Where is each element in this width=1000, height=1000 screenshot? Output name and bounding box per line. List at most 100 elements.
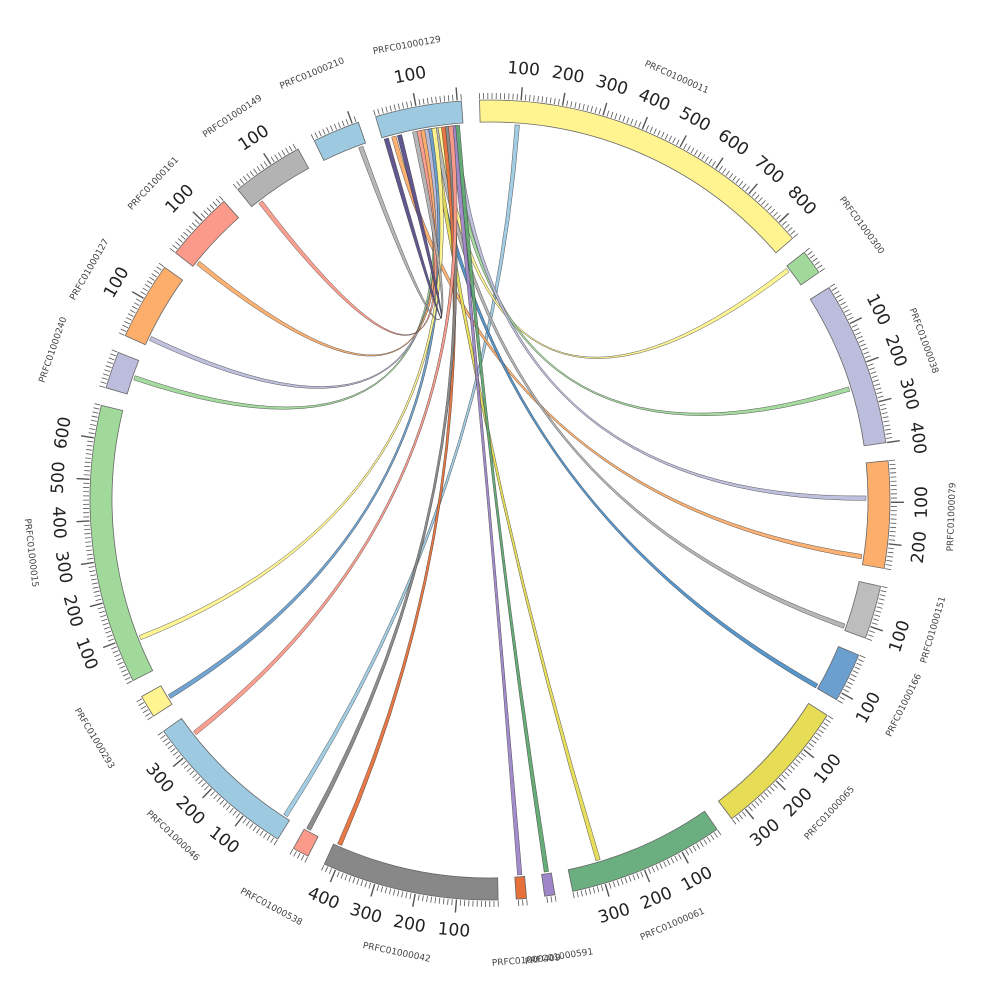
minor-tick	[131, 305, 138, 310]
minor-tick	[195, 776, 201, 782]
tick-label: 200	[638, 883, 676, 914]
minor-tick	[574, 102, 577, 109]
minor-tick	[233, 183, 238, 190]
minor-tick	[689, 847, 693, 854]
minor-tick	[651, 866, 655, 873]
minor-tick	[172, 244, 178, 250]
ticks-PRFC01000161	[169, 195, 224, 253]
minor-tick	[888, 539, 896, 541]
minor-tick	[851, 324, 858, 328]
minor-tick	[728, 173, 734, 179]
minor-tick	[204, 785, 209, 791]
segment-PRFC01000300	[786, 251, 820, 286]
minor-tick	[384, 887, 388, 894]
major-tick	[841, 692, 854, 700]
ticks-PRFC01000151	[866, 586, 888, 641]
minor-tick	[91, 415, 98, 418]
link-ribbon	[168, 128, 442, 699]
minor-tick	[225, 805, 231, 811]
minor-tick	[84, 461, 91, 464]
minor-tick	[790, 230, 796, 235]
minor-tick	[566, 100, 569, 107]
minor-tick	[431, 97, 433, 104]
minor-tick	[717, 829, 722, 836]
minor-tick	[376, 885, 380, 892]
minor-tick	[360, 880, 364, 887]
segment-PRFC01000149	[237, 148, 310, 208]
minor-tick	[541, 96, 544, 103]
minor-tick	[618, 114, 622, 121]
tick-label: 100	[862, 291, 894, 329]
minor-tick	[620, 878, 624, 885]
minor-tick	[106, 634, 113, 638]
link-ribbon	[193, 125, 458, 736]
minor-tick	[636, 873, 640, 879]
minor-tick	[401, 102, 404, 109]
minor-tick	[770, 208, 775, 214]
minor-tick	[758, 197, 763, 203]
minor-tick	[859, 655, 866, 659]
minor-tick	[549, 97, 552, 104]
minor-tick	[249, 170, 254, 177]
segment-PRFC01000166	[816, 645, 860, 701]
minor-tick	[820, 725, 827, 730]
minor-tick	[860, 343, 867, 347]
minor-tick	[886, 437, 893, 439]
minor-tick	[102, 622, 109, 626]
minor-tick	[798, 755, 804, 761]
minor-tick	[452, 94, 454, 101]
link-ribbon	[447, 125, 851, 416]
major-tick	[329, 869, 337, 883]
minor-tick	[209, 204, 215, 210]
minor-tick	[101, 377, 108, 380]
minor-tick	[328, 868, 332, 875]
minor-tick	[401, 891, 404, 898]
minor-tick	[129, 309, 136, 314]
minor-tick	[88, 566, 95, 568]
minor-tick	[844, 309, 850, 313]
segments-layer	[76, 87, 904, 913]
segment-PRFC01000591	[541, 872, 556, 897]
minor-tick	[572, 892, 575, 899]
minor-tick	[622, 115, 626, 122]
major-tick	[192, 211, 203, 222]
minor-tick	[324, 866, 329, 873]
tick-label: 200	[881, 332, 911, 369]
minor-tick	[112, 650, 119, 654]
minor-tick	[608, 882, 612, 889]
minor-tick	[856, 335, 863, 339]
minor-tick	[784, 224, 790, 229]
minor-tick	[628, 875, 632, 882]
minor-tick	[879, 403, 886, 407]
minor-tick	[356, 878, 360, 885]
tick-label: 100	[437, 919, 471, 942]
minor-tick	[871, 622, 878, 625]
minor-tick	[692, 845, 697, 852]
segment-PRFC01000046	[163, 717, 290, 840]
minor-tick	[186, 228, 192, 234]
minor-tick	[640, 871, 644, 878]
major-tick	[454, 899, 458, 913]
minor-tick	[888, 547, 895, 550]
minor-tick	[833, 290, 840, 295]
minor-tick	[848, 316, 854, 321]
minor-tick	[337, 122, 341, 129]
link-ribbon	[149, 128, 439, 389]
minor-tick	[858, 339, 865, 343]
tick-label: 600	[51, 415, 76, 450]
minor-tick	[447, 898, 449, 905]
minor-tick	[883, 420, 890, 423]
minor-tick	[146, 280, 153, 285]
minor-tick	[93, 407, 100, 410]
minor-tick	[875, 387, 882, 390]
minor-tick	[326, 127, 330, 133]
minor-tick	[663, 861, 667, 868]
minor-tick	[111, 349, 118, 353]
minor-tick	[353, 116, 357, 123]
major-tick	[76, 520, 90, 523]
minor-tick	[94, 594, 101, 597]
minor-tick	[336, 871, 340, 878]
segment-name-PRFC01000293: PRFC01000293	[72, 707, 116, 771]
minor-tick	[877, 602, 884, 605]
minor-tick	[101, 618, 108, 622]
